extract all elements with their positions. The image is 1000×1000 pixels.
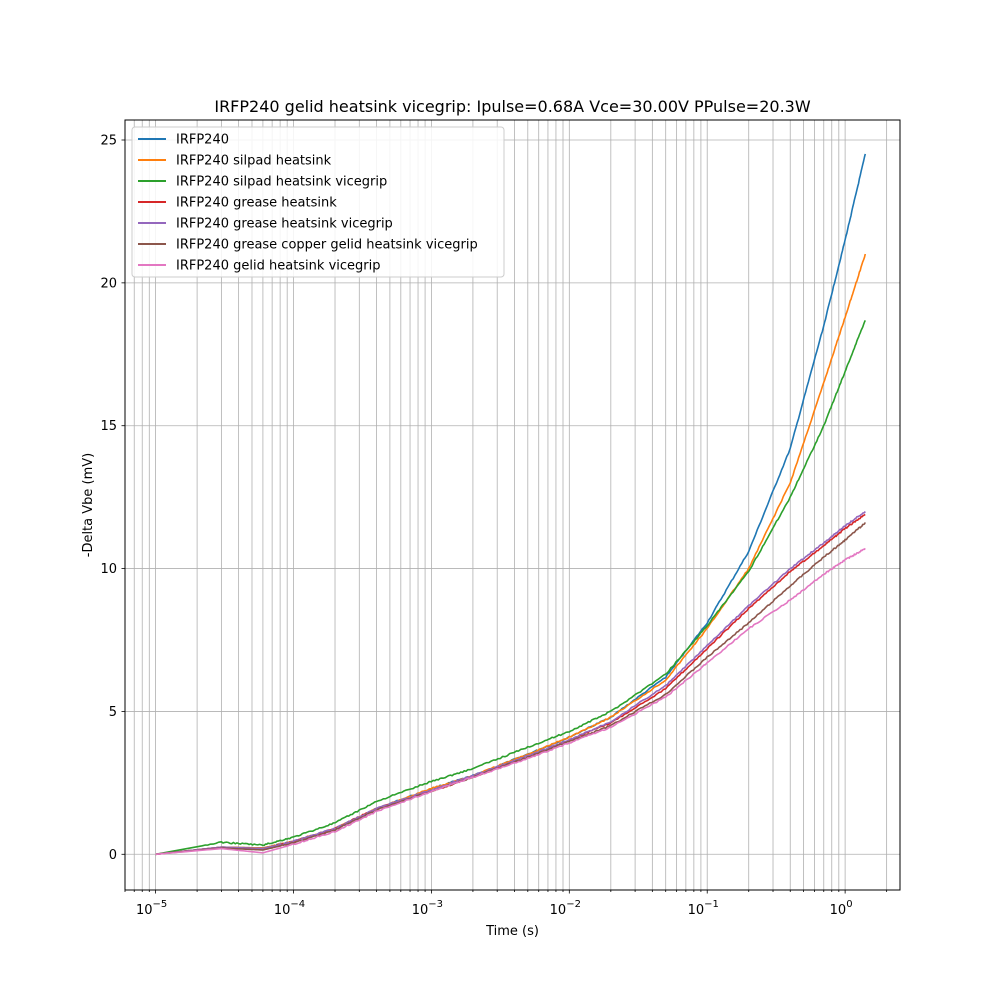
- legend: IRFP240 IRFP240 silpad heatsink IRFP240 si…: [131, 126, 505, 278]
- y-axis-label: -Delta Vbe (mV): [81, 453, 96, 557]
- series-line-5: [155, 511, 866, 856]
- legend-entry: IRFP240 grease copper gelid heatsink vic…: [176, 238, 478, 253]
- y-tick-label: 25: [100, 134, 117, 149]
- x-tick-label: 10−5: [136, 899, 167, 918]
- plot-frame: [124, 119, 901, 891]
- y-tick-label: 10: [100, 562, 117, 577]
- legend-entry: IRFP240: [176, 133, 229, 148]
- axis-ticks: 10−5 10−4 10−3 10−2 10−1 100 0 5 10 15 20 25: [100, 134, 888, 918]
- x-tick-label: 10−3: [412, 899, 443, 918]
- legend-entry: IRFP240 gelid heatsink vicegrip: [176, 259, 380, 274]
- series-lines: [155, 153, 867, 856]
- x-tick-label: 100: [830, 899, 853, 918]
- legend-entry: IRFP240 grease heatsink vicegrip: [176, 217, 393, 232]
- x-tick-label: 10−1: [688, 899, 719, 918]
- x-tick-label: 10−2: [550, 899, 581, 918]
- y-tick-label: 20: [100, 276, 117, 291]
- y-tick-label: 0: [109, 848, 117, 863]
- series-line-3: [155, 320, 866, 856]
- x-tick-label: 10−4: [274, 899, 305, 918]
- legend-entry: IRFP240 grease heatsink: [176, 196, 337, 211]
- legend-entry: IRFP240 silpad heatsink: [176, 154, 332, 169]
- legend-entry: IRFP240 silpad heatsink vicegrip: [176, 175, 387, 190]
- chart-title: IRFP240 gelid heatsink vicegrip: Ipulse=…: [214, 97, 810, 116]
- x-axis-label: Time (s): [485, 924, 539, 939]
- legend-box: [131, 126, 505, 278]
- y-tick-label: 5: [109, 705, 117, 720]
- series-line-6: [155, 522, 866, 856]
- series-line-7: [155, 547, 866, 856]
- y-tick-label: 15: [100, 419, 117, 434]
